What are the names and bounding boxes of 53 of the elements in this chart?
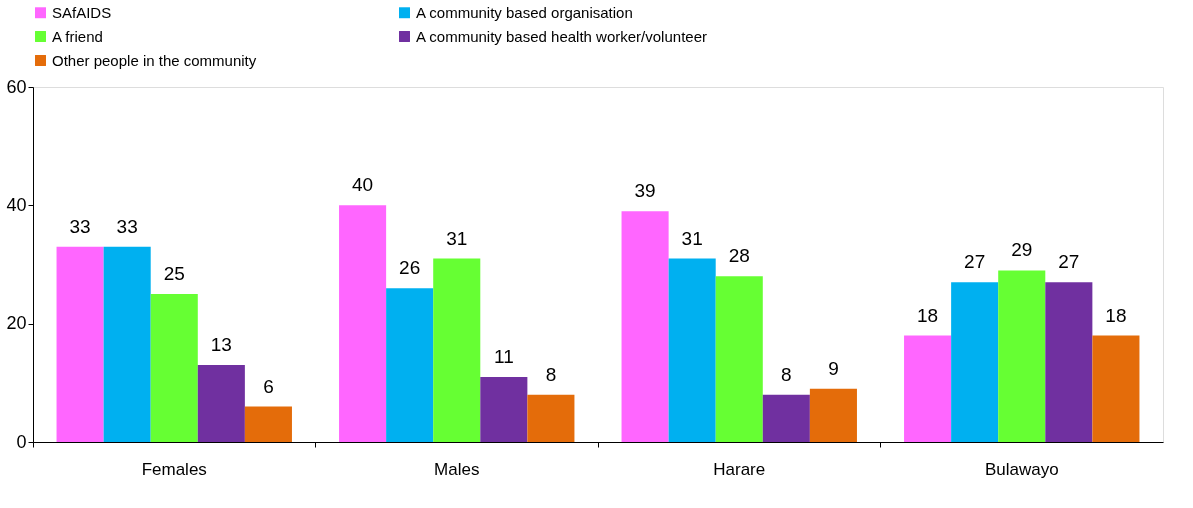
bar <box>433 258 481 442</box>
data-label: 8 <box>545 363 557 385</box>
legend-label: A community based health worker/volunteer <box>416 27 707 45</box>
bar <box>386 288 434 442</box>
data-label: 26 <box>399 257 421 279</box>
data-label: 31 <box>681 227 703 249</box>
bar <box>621 211 669 442</box>
legend-label: A friend <box>52 27 103 45</box>
data-label: 6 <box>263 375 274 397</box>
y-tick-label: 0 <box>16 431 27 452</box>
data-label: 39 <box>634 180 656 202</box>
bar <box>904 335 952 442</box>
x-tick-label: Bulawayo <box>984 459 1059 479</box>
data-label: 8 <box>781 363 792 385</box>
legend-label: SAfAIDS <box>52 3 112 21</box>
bar <box>150 294 198 442</box>
y-tick-label: 60 <box>6 76 27 97</box>
data-label: 33 <box>69 215 91 237</box>
bar <box>527 394 575 442</box>
bar <box>339 205 387 442</box>
data-label: 9 <box>828 357 839 379</box>
data-label: 27 <box>1058 251 1080 273</box>
data-label: 18 <box>1105 304 1127 326</box>
data-label: 28 <box>728 245 750 267</box>
bar <box>1045 282 1093 442</box>
data-label: 31 <box>446 227 468 249</box>
data-label: 13 <box>210 334 232 356</box>
data-label: 11 <box>493 345 514 367</box>
y-tick-label: 40 <box>6 194 27 215</box>
bar <box>762 394 810 442</box>
bar <box>480 376 528 442</box>
data-label: 40 <box>352 174 374 196</box>
bar <box>668 258 716 442</box>
bar <box>1092 335 1140 442</box>
bar <box>998 270 1046 442</box>
data-label: 27 <box>964 251 986 273</box>
bar <box>809 388 857 442</box>
bar <box>56 246 104 442</box>
legend-label: Other people in the community <box>52 51 257 69</box>
data-label: 29 <box>1011 239 1033 261</box>
y-tick-label: 20 <box>6 313 27 334</box>
data-label: 33 <box>116 215 138 237</box>
data-label: 25 <box>163 263 185 285</box>
bar <box>103 246 151 442</box>
bar <box>244 406 292 442</box>
x-tick-label: Harare <box>713 459 766 479</box>
legend-label: A community based organisation <box>416 3 633 21</box>
data-label: 18 <box>917 304 939 326</box>
x-tick-label: Females <box>141 459 207 479</box>
bar <box>715 276 763 442</box>
bar <box>197 365 245 442</box>
bar <box>951 282 999 442</box>
x-tick-label: Males <box>434 459 480 479</box>
